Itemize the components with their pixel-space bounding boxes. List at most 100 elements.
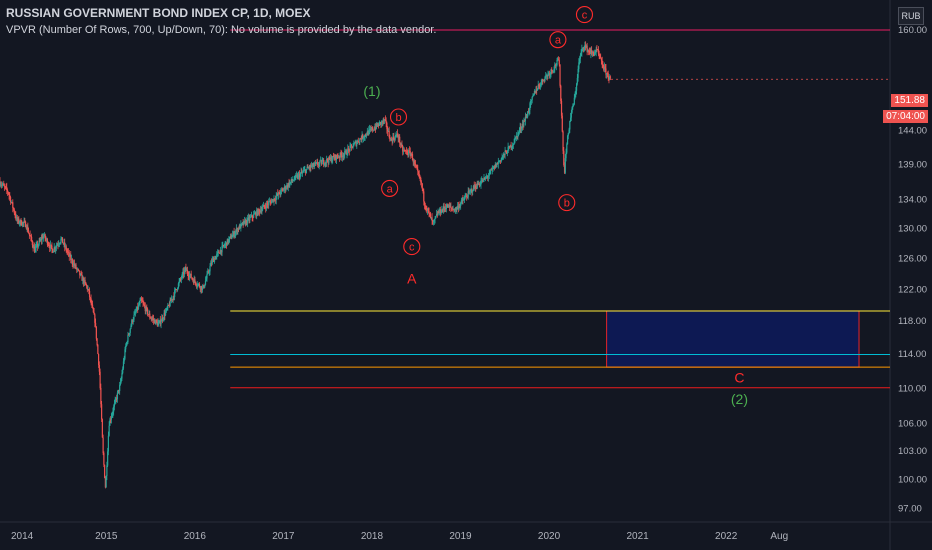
candle-body [588, 50, 590, 53]
candle-body [548, 73, 550, 75]
candle-body [448, 205, 450, 207]
candle-body [43, 235, 45, 239]
candle-body [242, 222, 244, 225]
candle-body [378, 124, 380, 126]
wave-label-text: (1) [363, 83, 380, 99]
candle-body [300, 172, 302, 174]
candle-body [603, 66, 605, 70]
candle-body [518, 132, 520, 133]
candle-body [37, 243, 39, 247]
candle-body [59, 242, 61, 244]
candle-body [528, 109, 530, 113]
candle-body [468, 191, 470, 193]
candle-body [403, 150, 405, 152]
candle-body [3, 184, 5, 186]
candle-body [79, 270, 81, 276]
candle-body [134, 312, 136, 315]
candle-body [439, 209, 441, 214]
candle-body [76, 268, 79, 270]
candle-body [34, 248, 36, 253]
candle-body [46, 239, 49, 245]
candle-body [294, 175, 296, 180]
last-price-tag: 151.88 [891, 94, 928, 107]
candle-body [441, 209, 443, 213]
candle-body [417, 171, 420, 175]
candle-body [558, 60, 560, 65]
candle-body [569, 120, 571, 130]
candle-body [213, 258, 216, 262]
candle-body [45, 238, 47, 240]
candle-body [372, 127, 374, 131]
candle-body [384, 119, 386, 121]
candle-body [247, 217, 249, 224]
candle-body [201, 287, 204, 291]
candle-body [568, 129, 570, 133]
candle-body [567, 132, 569, 136]
currency-button[interactable]: RUB [898, 7, 924, 25]
candle-body [355, 141, 357, 146]
candle-body [170, 299, 172, 302]
candle-body [132, 319, 134, 322]
candle-body [594, 52, 597, 54]
candle-body [255, 212, 257, 217]
candle-body [389, 136, 391, 141]
candle-body [55, 245, 58, 248]
candle-body [325, 162, 327, 164]
candle-body [405, 150, 407, 152]
candle-body [123, 358, 125, 362]
candle-body [491, 168, 493, 170]
candle-body [283, 189, 285, 191]
candle-body [601, 60, 603, 66]
candle-body [16, 217, 18, 221]
candle-body [235, 228, 237, 232]
candle-body [551, 69, 553, 71]
candle-body [164, 313, 166, 316]
candle-body [241, 223, 243, 225]
candle-body [2, 184, 4, 185]
candle-body [135, 310, 137, 313]
candle-body [342, 155, 344, 157]
candle-body [475, 188, 478, 189]
candle-body [173, 296, 175, 298]
candle-body [576, 77, 578, 84]
candle-body [216, 253, 218, 257]
candle-body [30, 236, 32, 237]
candle-body [259, 210, 261, 213]
candle-body [88, 289, 90, 291]
candle-body [344, 151, 346, 155]
candle-body [67, 251, 70, 253]
candle-body [50, 244, 52, 246]
candle-body [197, 284, 199, 286]
candle-body [121, 373, 123, 379]
candle-body [354, 141, 356, 143]
candle-body [527, 111, 529, 117]
candle-body [434, 218, 436, 220]
candle-body [461, 199, 463, 201]
candle-body [20, 219, 22, 225]
candle-body [574, 94, 576, 98]
candle-body [324, 162, 326, 165]
candle-body [7, 191, 9, 194]
candle-body [591, 51, 594, 53]
candle-body [137, 306, 139, 309]
candle-body [304, 169, 306, 171]
candle-body [378, 122, 380, 126]
candle-body [561, 115, 563, 132]
candle-body [357, 140, 359, 143]
candle-body [105, 476, 107, 488]
candle-body [494, 164, 496, 169]
candle-body [330, 157, 332, 162]
candle-body [519, 126, 521, 130]
candle-body [49, 244, 52, 249]
candle-body [183, 271, 185, 275]
candle-body [309, 165, 311, 169]
candle-body [536, 88, 539, 91]
candle-body [302, 170, 304, 173]
candle-body [463, 200, 465, 201]
candle-body [385, 120, 387, 124]
candle-body [579, 55, 581, 59]
candle-body [22, 222, 24, 224]
candle-body [372, 129, 374, 131]
